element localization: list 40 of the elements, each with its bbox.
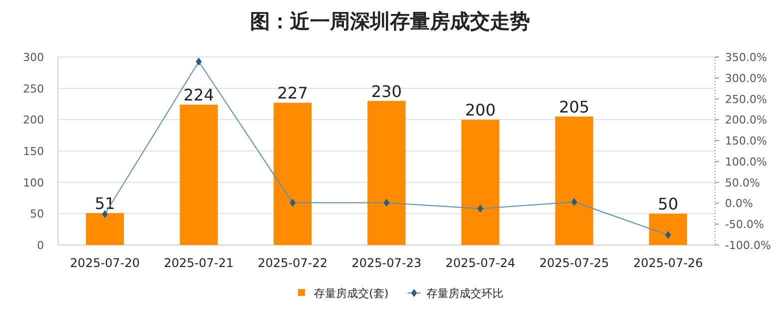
- bar: [649, 214, 688, 245]
- data-label: 227: [277, 84, 308, 103]
- x-tick-label: 2025-07-22: [258, 256, 328, 270]
- x-tick-label: 2025-07-20: [70, 256, 140, 270]
- y2-tick-label: 150.0%: [725, 134, 767, 148]
- y2-tick-label: 0.0%: [725, 197, 753, 210]
- data-label: 205: [558, 98, 590, 117]
- y2-tick-label: 250.0%: [725, 92, 767, 106]
- y-tick-label: 100: [23, 176, 44, 190]
- x-tick-label: 2025-07-21: [164, 256, 234, 270]
- data-label: 224: [184, 86, 214, 105]
- x-tick-label: 2025-07-23: [352, 256, 422, 270]
- bar: [86, 213, 124, 245]
- x-tick-label: 2025-07-24: [445, 256, 516, 270]
- y-tick-label: 0: [37, 239, 44, 252]
- y2-tick-label: 100.0%: [725, 155, 767, 168]
- chart-title: 图：近一周深圳存量房成交走势: [250, 9, 530, 33]
- bar: [461, 120, 500, 245]
- bar: [555, 116, 594, 245]
- bar: [274, 102, 312, 245]
- y-tick-label: 300: [23, 51, 44, 64]
- y2-tick-label: -50.0%: [725, 218, 764, 232]
- data-label: 50: [658, 194, 678, 214]
- y-tick-label: 50: [30, 208, 44, 221]
- data-label: 200: [465, 100, 496, 120]
- x-tick-label: 2025-07-26: [633, 256, 703, 270]
- y2-tick-label: 350.0%: [725, 51, 767, 64]
- y2-tick-label: 300.0%: [725, 72, 767, 85]
- legend-label: 存量房成交环比: [426, 287, 504, 300]
- bar: [180, 104, 218, 245]
- data-label: 230: [371, 82, 402, 101]
- y-tick-label: 200: [23, 114, 44, 127]
- y2-tick-label: 200.0%: [725, 114, 767, 127]
- legend-label: 存量房成交(套): [314, 287, 389, 300]
- bar: [368, 100, 406, 245]
- y-tick-label: 150: [23, 145, 44, 158]
- y-tick-label: 250: [23, 82, 44, 96]
- y2-tick-label: -100.0%: [725, 239, 771, 252]
- y2-tick-label: 50.0%: [725, 176, 760, 190]
- x-tick-label: 2025-07-25: [539, 256, 610, 270]
